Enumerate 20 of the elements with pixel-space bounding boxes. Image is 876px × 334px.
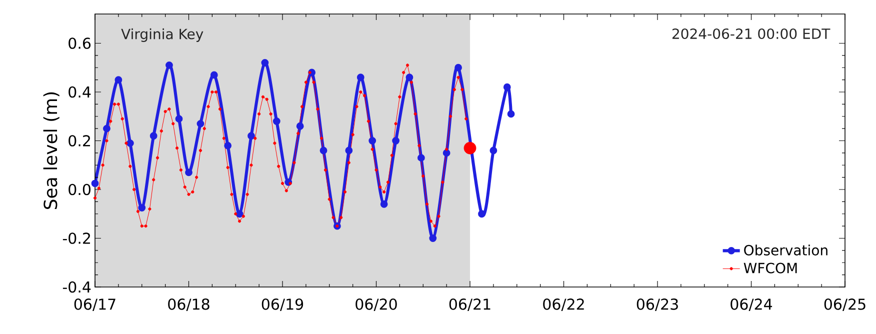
legend-label: Observation (744, 244, 828, 256)
y-tick-label: 0.2 (68, 135, 90, 146)
x-tick-label: 06/21 (449, 298, 490, 312)
x-tick-label: 06/24 (730, 298, 772, 312)
annotation: 2024-06-21 00:00 EDT (672, 28, 830, 40)
y-tick-label: 0.6 (68, 38, 91, 49)
x-tick-label: 06/19 (262, 298, 304, 312)
y-tick-label: -0.2 (62, 232, 90, 244)
x-tick-label: 06/20 (356, 298, 397, 312)
annotation: Virginia Key (121, 28, 204, 42)
y-tick-label: 0.4 (68, 86, 91, 98)
y-tick-label: 0.0 (68, 184, 90, 196)
legend-label: WFCOM (744, 262, 797, 274)
x-tick-label: 06/25 (824, 298, 866, 312)
x-tick-label: 06/22 (543, 298, 584, 312)
y-axis-title: Sea level (m) (43, 92, 60, 209)
x-tick-label: 06/18 (168, 298, 210, 312)
x-tick-label: 06/23 (636, 298, 678, 312)
x-tick-label: 06/17 (74, 298, 116, 312)
y-tick-label: -0.4 (62, 281, 91, 293)
